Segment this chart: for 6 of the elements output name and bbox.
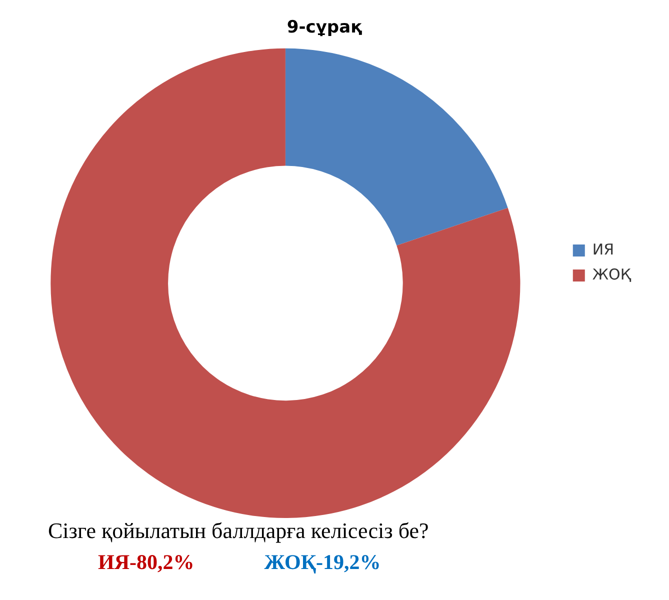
chart-title: 9-сұрақ bbox=[286, 18, 363, 38]
legend-label: ЖОҚ bbox=[592, 265, 632, 284]
text: Сізге қойылатын баллдарға келісесіз бе? bbox=[48, 518, 430, 544]
legend-label: ИЯ bbox=[592, 240, 614, 258]
text: ИЯ-80,2% bbox=[98, 550, 194, 575]
text: ЖОҚ-19,2% bbox=[264, 550, 381, 575]
